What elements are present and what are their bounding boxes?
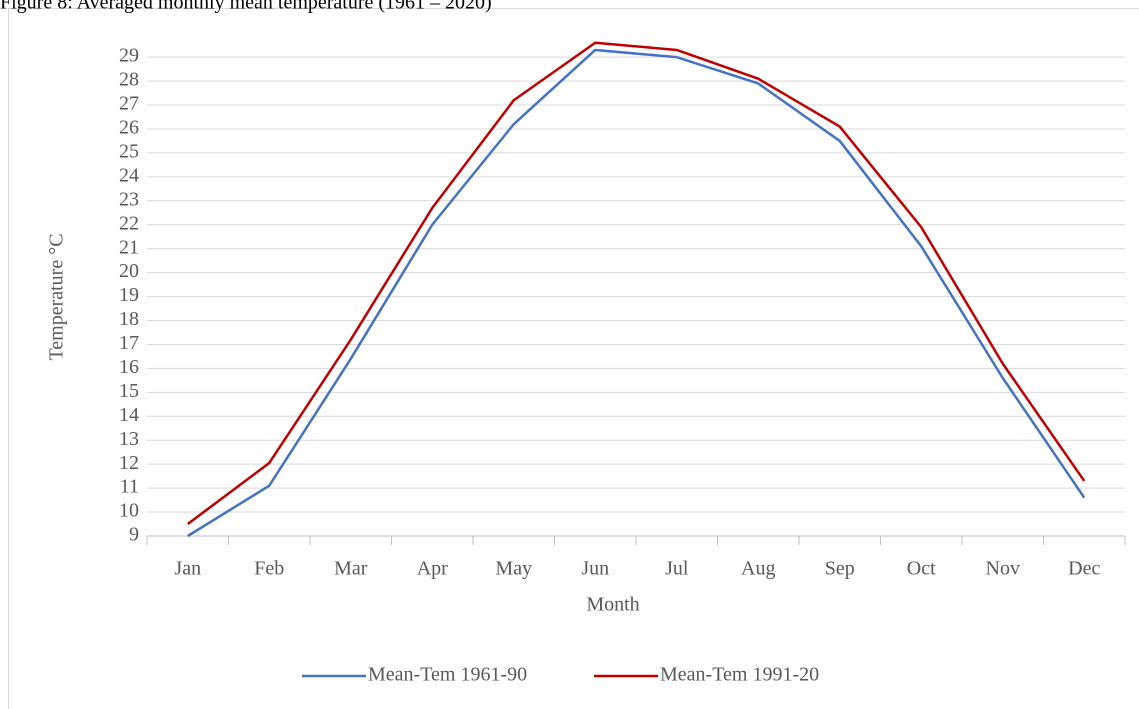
y-tick-label: 19 xyxy=(119,284,139,306)
y-tick-label: 10 xyxy=(119,500,139,522)
y-tick-label: 27 xyxy=(119,93,139,115)
y-tick-label: 28 xyxy=(119,69,139,91)
series-line xyxy=(187,48,1086,538)
x-tick-label: Mar xyxy=(334,558,368,580)
y-tick-label: 16 xyxy=(119,356,139,378)
x-tick-label: Nov xyxy=(986,558,1020,580)
chart-title: Figure 8: Averaged monthly mean temperat… xyxy=(0,0,492,14)
y-tick-label: 9 xyxy=(129,524,139,546)
y-tick-label: 11 xyxy=(120,476,139,498)
y-tick-label: 20 xyxy=(119,260,139,282)
y-tick-label: 12 xyxy=(119,452,139,474)
x-tick-label: Aug xyxy=(741,558,775,580)
y-tick-label: 23 xyxy=(119,188,139,210)
series-line xyxy=(187,41,1086,526)
x-tick-label: Jan xyxy=(174,558,201,580)
y-tick-label: 26 xyxy=(119,117,139,139)
y-tick-label: 14 xyxy=(119,404,139,426)
legend-label: Mean-Tem 1991-20 xyxy=(660,664,819,686)
y-axis-label: Temperature °C xyxy=(46,233,68,360)
y-tick-label: 17 xyxy=(119,332,139,354)
x-tick-label: May xyxy=(495,558,532,580)
y-tick-label: 22 xyxy=(119,212,139,234)
y-tick-label: 25 xyxy=(119,141,139,163)
x-tick-label: Feb xyxy=(254,558,284,580)
x-tick-label: Apr xyxy=(417,558,448,580)
legend-label: Mean-Tem 1961-90 xyxy=(368,664,527,686)
y-tick-label: 15 xyxy=(119,380,139,402)
x-tick-label: Jul xyxy=(665,558,689,580)
x-tick-label: Sep xyxy=(825,558,855,580)
x-tick-label: Oct xyxy=(907,558,936,580)
y-tick-label: 13 xyxy=(119,428,139,450)
y-tick-label: 18 xyxy=(119,308,139,330)
y-tick-label: 29 xyxy=(119,45,139,67)
y-tick-label: 24 xyxy=(119,164,139,186)
y-tick-label: 21 xyxy=(119,236,139,258)
chart-frame xyxy=(8,8,1139,709)
x-tick-label: Jun xyxy=(581,558,609,580)
x-axis-label: Month xyxy=(586,594,639,616)
x-tick-label: Dec xyxy=(1068,558,1100,580)
